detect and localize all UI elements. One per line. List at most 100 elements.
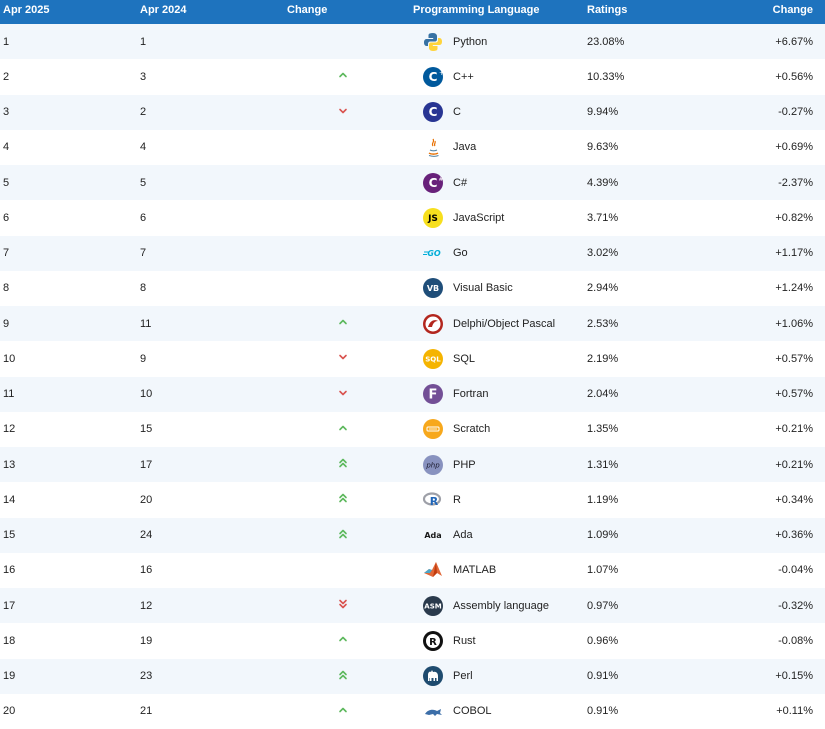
svg-text:ASM: ASM [424,602,441,610]
language-name[interactable]: R [453,493,461,506]
rating-value: 1.31% [587,458,619,471]
svg-text:C: C [429,176,438,190]
spacer [274,271,287,306]
spacer [274,24,287,59]
svg-text:R: R [430,495,439,508]
language-name[interactable]: C [453,106,461,119]
language-name[interactable]: JavaScript [453,211,505,224]
table-row[interactable]: 19 23 Perl 0.91% +0.15% [0,658,825,694]
table-row[interactable]: 13 17 php PHP 1.31% +0.21% [0,447,825,483]
table-row[interactable]: 1 1 Python 23.08% +6.67% [0,24,825,60]
spacer [274,341,287,376]
rating-change: +0.82% [775,211,813,224]
language-name[interactable]: Perl [453,670,473,683]
spacer [399,623,413,658]
rating-value: 2.53% [587,317,619,330]
no-change-indicator [287,130,399,165]
table-row[interactable]: 20 21 COBOL 0.91% +0.11% [0,693,825,729]
spacer [399,518,413,553]
spacer [274,553,287,588]
svg-text:C: C [429,105,438,119]
header-change[interactable]: Change [287,0,399,24]
rank-previous: 2 [140,106,147,119]
rating-value: 4.39% [587,176,619,189]
spacer [274,200,287,235]
table-row[interactable]: 11 10 F Fortran 2.04% +0.57% [0,376,825,412]
language-name[interactable]: Visual Basic [453,282,513,295]
spacer [399,306,413,341]
table-row[interactable]: 18 19 R Rust 0.96% -0.08% [0,623,825,659]
table-row[interactable]: 10 9 SQL SQL 2.19% +0.57% [0,341,825,377]
table-row[interactable]: 8 8 VB Visual Basic 2.94% +1.24% [0,270,825,306]
rating-value: 1.19% [587,493,619,506]
rating-value: 23.08% [587,35,625,48]
rating-change: +0.57% [775,388,813,401]
table-row[interactable]: 5 5 C # C# 4.39% -2.37% [0,165,825,201]
rank-previous: 17 [140,458,153,471]
rank-current: 10 [3,352,16,365]
language-name[interactable]: Ada [453,529,473,542]
up-arrow-icon [287,306,399,341]
table-row[interactable]: 23C++C++10.33%+0.56% [0,59,825,95]
language-name[interactable]: SQL [453,352,476,365]
language-name[interactable]: Python [453,35,488,48]
spacer [399,553,413,588]
double-up-arrow-icon [287,482,399,517]
table-row[interactable]: 17 12 ASM Assembly language 0.97% -0.32% [0,588,825,624]
no-change-indicator [287,24,399,59]
header-programming-language[interactable]: Programming Language [413,0,587,24]
language-name[interactable]: Fortran [453,388,489,401]
no-change-indicator [287,165,399,200]
table-row[interactable]: 9 11 Delphi/Object Pascal 2.53% +1.06% [0,306,825,342]
svg-text:SQL: SQL [425,355,441,363]
language-name[interactable]: Scratch [453,423,491,436]
svg-text:F: F [429,388,438,403]
rating-value: 3.02% [587,247,619,260]
spacer [399,447,413,482]
header-ratings-change[interactable]: Change [667,0,825,24]
rating-value: 2.94% [587,282,619,295]
rank-current: 8 [3,282,10,295]
header-rank-previous[interactable]: Apr 2024 [137,0,274,24]
rating-change: +0.34% [775,493,813,506]
c-icon: C [413,95,453,130]
java-icon [413,130,453,165]
rank-current: 1 [3,35,10,48]
language-name[interactable]: Rust [453,634,476,647]
table-row[interactable]: 3 2 C C 9.94% -0.27% [0,94,825,130]
rank-current: 20 [3,705,16,718]
spacer [399,482,413,517]
language-name[interactable]: PHP [453,458,476,471]
table-row[interactable]: 14 20 R R 1.19% +0.34% [0,482,825,518]
spacer [274,518,287,553]
language-name[interactable]: Java [453,141,477,154]
rank-previous: 12 [140,599,153,612]
rank-current: 6 [3,211,10,224]
table-row[interactable]: 12 15 Scratch 1.35% +0.21% [0,411,825,447]
header-ratings[interactable]: Ratings [587,0,667,24]
table-row[interactable]: 6 6 JS JavaScript 3.71% +0.82% [0,200,825,236]
language-name[interactable]: Delphi/Object Pascal [453,317,556,330]
svg-text:VB: VB [427,284,439,293]
language-name[interactable]: COBOL [453,705,492,718]
language-name[interactable]: Go [453,247,468,260]
rating-change: +0.21% [775,458,813,471]
language-name[interactable]: C++ [453,70,474,83]
rank-current: 2 [3,70,10,83]
language-name[interactable]: Assembly language [453,599,550,612]
table-row[interactable]: 15 24 Ada Ada 1.09% +0.36% [0,517,825,553]
table-row[interactable]: 4 4 Java 9.63% +0.69% [0,129,825,165]
table-row[interactable]: 7 7 GO Go 3.02% +1.17% [0,235,825,271]
rank-previous: 23 [140,670,153,683]
rating-change: -0.32% [778,599,813,612]
header-rank-current[interactable]: Apr 2025 [0,0,137,24]
spacer [274,130,287,165]
language-name[interactable]: MATLAB [453,564,497,577]
up-arrow-icon [287,59,399,94]
spacer [399,24,413,59]
table-row[interactable]: 16 16 MATLAB 1.07% -0.04% [0,552,825,588]
rank-current: 14 [3,493,16,506]
svg-text:JS: JS [427,214,438,224]
language-name[interactable]: C# [453,176,468,189]
